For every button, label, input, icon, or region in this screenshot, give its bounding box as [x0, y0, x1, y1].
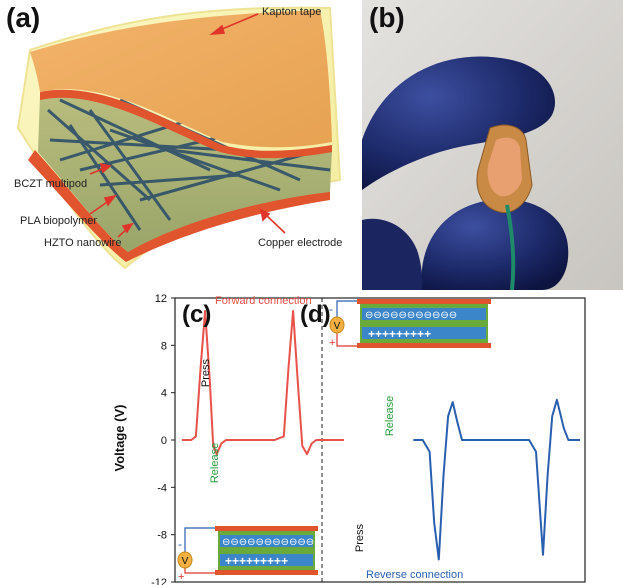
cell-positive-row-d: +++++++++: [368, 327, 431, 341]
y-ticks: 12 8 4 0 -4 -8 -12: [151, 293, 175, 585]
panel-label-d: (d): [300, 301, 331, 328]
y-tick-label: 8: [161, 340, 167, 352]
release-label-c: Release: [209, 443, 221, 483]
panel-label-c: (c): [182, 301, 211, 328]
y-tick-label: 4: [161, 388, 167, 400]
voltmeter-symbol-d: [329, 316, 345, 334]
panel-label-a: (a): [6, 2, 41, 33]
y-tick-label: 0: [161, 435, 167, 447]
callout-kapton-tape: Kapton tape: [262, 6, 322, 18]
press-label-c: Press: [200, 358, 212, 387]
series-layer: [182, 310, 580, 561]
y-tick-label: -12: [151, 577, 167, 585]
svg-text:+: +: [178, 571, 184, 583]
callout-copper-electrode: Copper electrode: [258, 237, 343, 249]
svg-text:-: -: [178, 537, 182, 551]
nanowire-mesh: [47, 98, 331, 231]
voltmeter-symbol-c: [177, 551, 193, 569]
device-layer-illustration: [16, 6, 342, 270]
callout-bczt-multipod: BCZT multipod: [14, 178, 88, 190]
press-label-d: Press: [354, 523, 366, 552]
device-photo: [362, 0, 623, 290]
forward-connection-label: Forward connection: [215, 295, 312, 307]
reverse-connection-label: Reverse connection: [366, 569, 463, 581]
forward-voltage-trace: [182, 310, 344, 456]
circuit-diagram-reverse: ⊖⊖⊖⊖⊖⊖⊖⊖⊖⊖⊖ +++++++++ V - +: [329, 299, 491, 349]
voltage-chart: Voltage (V) 12 8 4 0 -4 -8 -12 (c) Forward con…: [112, 293, 586, 585]
svg-text:V: V: [182, 556, 189, 567]
panel-label-b: (b): [369, 2, 405, 33]
y-axis-label: Voltage (V): [112, 405, 127, 472]
cell-negative-row-c: ⊖⊖⊖⊖⊖⊖⊖⊖⊖⊖⊖: [222, 537, 314, 548]
circuit-diagram-forward: ⊖⊖⊖⊖⊖⊖⊖⊖⊖⊖⊖ +++++++++ V - +: [177, 526, 318, 583]
svg-text:V: V: [334, 321, 341, 332]
y-tick-label: -8: [157, 530, 167, 542]
callout-hzto-nanowire: HZTO nanowire: [44, 237, 122, 249]
svg-text:-: -: [329, 302, 333, 316]
reverse-voltage-trace: [413, 398, 580, 561]
y-tick-label: -4: [157, 482, 167, 494]
release-label-d: Release: [384, 396, 396, 436]
cell-negative-row-d: ⊖⊖⊖⊖⊖⊖⊖⊖⊖⊖⊖: [365, 310, 457, 321]
svg-text:+: +: [329, 337, 335, 349]
y-tick-label: 12: [155, 293, 167, 305]
cell-positive-row-c: +++++++++: [225, 554, 288, 568]
callout-pla-biopolymer: PLA biopolymer: [20, 215, 98, 227]
